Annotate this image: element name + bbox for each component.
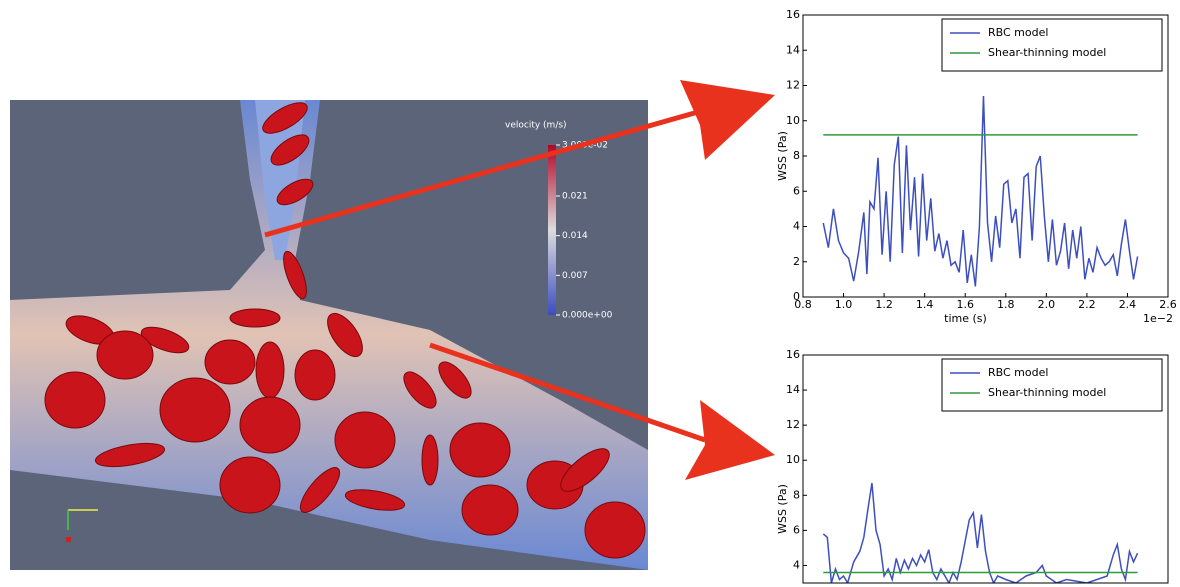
y-tick-label: 2: [793, 255, 800, 268]
legend-label: Shear-thinning model: [988, 386, 1106, 399]
y-tick-label: 6: [793, 184, 800, 197]
x-tick-label: 2.0: [1038, 298, 1056, 311]
y-axis-label: WSS (Pa): [776, 131, 789, 181]
x-tick-label: 1.4: [916, 298, 934, 311]
y-tick-label: 8: [793, 149, 800, 162]
x-tick-label: 2.4: [1119, 298, 1137, 311]
x-tick-label: 1.2: [875, 298, 893, 311]
simulation-image: velocity (m/s) 0.000e+000.0070.0140.0213…: [10, 97, 648, 570]
x-tick-label: 0.8: [794, 298, 812, 311]
colorbar-gradient: [548, 145, 556, 315]
legend-box: [942, 359, 1162, 411]
y-axis-label: WSS (Pa): [776, 484, 789, 534]
y-tick-label: 16: [786, 348, 800, 361]
colorbar-tick-label: 0.014: [562, 231, 588, 241]
series-line: [823, 483, 1137, 583]
colorbar-title: velocity (m/s): [505, 121, 567, 131]
x-axis-label: time (s): [944, 312, 987, 325]
x-tick-label: 2.6: [1159, 298, 1177, 311]
legend-label: Shear-thinning model: [988, 46, 1106, 59]
x-offset-label: 1e−2: [1143, 312, 1173, 325]
colorbar-tick-label: 0.021: [562, 192, 588, 202]
colorbar-tick-label: 0.007: [562, 271, 588, 281]
y-tick-label: 12: [786, 418, 800, 431]
y-tick-label: 14: [786, 43, 800, 56]
chart: 4 6 8 10 12 14 16 WSS (Pa) RBC model Shear-thinni…: [776, 348, 1168, 583]
colorbar-tick-label: 0.000e+00: [562, 311, 613, 321]
y-tick-label: 8: [793, 488, 800, 501]
series-line: [823, 96, 1137, 286]
x-tick-label: 1.0: [835, 298, 853, 311]
y-tick-label: 10: [786, 453, 800, 466]
x-tick-label: 2.2: [1078, 298, 1096, 311]
y-tick-label: 16: [786, 8, 800, 21]
figure: velocity (m/s) 0.000e+000.0070.0140.0213…: [0, 0, 1180, 587]
y-tick-label: 14: [786, 383, 800, 396]
legend-box: [942, 19, 1162, 71]
y-tick-label: 6: [793, 523, 800, 536]
y-tick-label: 4: [793, 220, 800, 233]
y-tick-label: 4: [793, 558, 800, 571]
y-tick-label: 10: [786, 114, 800, 127]
x-tick-label: 1.8: [997, 298, 1015, 311]
legend-label: RBC model: [988, 366, 1048, 379]
x-tick-label: 1.6: [956, 298, 974, 311]
legend-label: RBC model: [988, 26, 1048, 39]
y-tick-label: 12: [786, 79, 800, 92]
